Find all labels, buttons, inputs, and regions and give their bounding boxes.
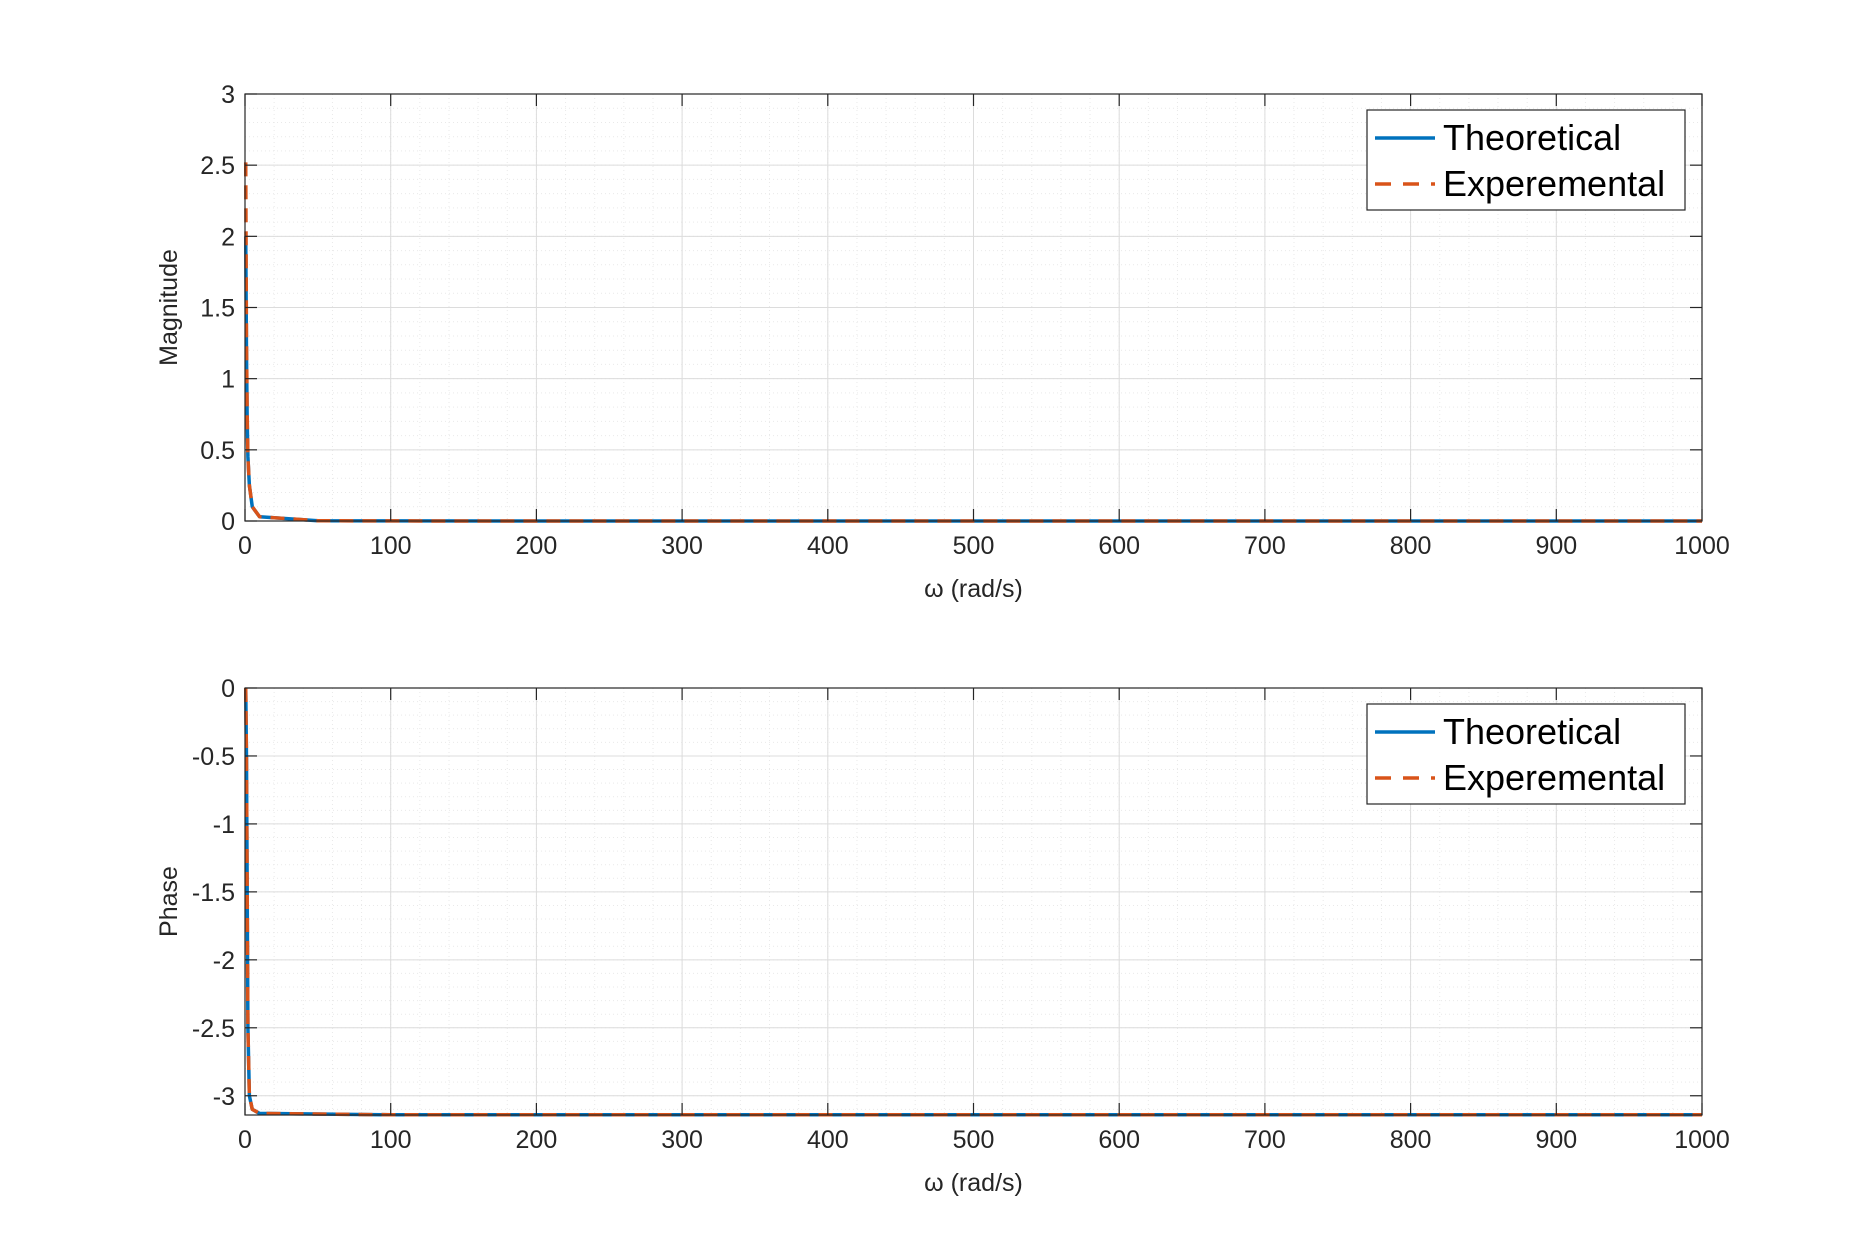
x-tick-label: 1000 xyxy=(1674,532,1730,560)
legend-label-theoretical: Theoretical xyxy=(1443,711,1621,752)
x-tick-label: 500 xyxy=(953,532,995,560)
y-tick-label: 1.5 xyxy=(200,295,235,323)
legend-label-experemental: Experemental xyxy=(1443,163,1665,204)
x-tick-label: 300 xyxy=(661,532,703,560)
x-tick-label: 700 xyxy=(1244,532,1286,560)
x-tick-label: 200 xyxy=(516,1126,558,1154)
legend-label-theoretical: Theoretical xyxy=(1443,117,1621,158)
ticks: 0 100 200 300 400 500 600 700 800 900 1000 0 0.5 1 1.5… xyxy=(200,81,1730,560)
x-tick-label: 700 xyxy=(1244,1126,1286,1154)
legend-box xyxy=(1366,703,1686,805)
x-tick-label: 400 xyxy=(807,532,849,560)
chart-2: 0 100 200 300 400 500 600 700 800 900 1000 0 -0.5 -1 -… xyxy=(155,675,1730,1197)
y-tick-label: -2 xyxy=(213,947,235,975)
y-tick-label: 0 xyxy=(221,675,235,703)
chart-1: 0 100 200 300 400 500 600 700 800 900 1000 0 0.5 1 1.5… xyxy=(155,81,1730,603)
x-tick-label: 900 xyxy=(1535,532,1577,560)
y-tick-label: 2 xyxy=(221,223,235,251)
legend-box xyxy=(1366,109,1686,211)
ticks: 0 100 200 300 400 500 600 700 800 900 1000 0 -0.5 -1 -… xyxy=(192,675,1730,1154)
x-tick-label: 100 xyxy=(370,1126,412,1154)
legend: Theoretical Experemental xyxy=(1366,703,1686,805)
y-tick-label: 1 xyxy=(221,366,235,394)
x-axis-label: ω (rad/s) xyxy=(924,575,1023,603)
x-tick-label: 600 xyxy=(1098,1126,1140,1154)
y-tick-label: -0.5 xyxy=(192,743,235,771)
x-tick-label: 200 xyxy=(516,532,558,560)
y-tick-label: -1.5 xyxy=(192,879,235,907)
legend-label-experemental: Experemental xyxy=(1443,757,1665,798)
y-tick-label: 0 xyxy=(221,508,235,536)
x-tick-label: 0 xyxy=(238,532,252,560)
x-axis-label: ω (rad/s) xyxy=(924,1169,1023,1197)
x-tick-label: 900 xyxy=(1535,1126,1577,1154)
x-tick-label: 1000 xyxy=(1674,1126,1730,1154)
x-tick-label: 400 xyxy=(807,1126,849,1154)
x-tick-label: 800 xyxy=(1390,1126,1432,1154)
x-tick-label: 800 xyxy=(1390,532,1432,560)
x-tick-label: 300 xyxy=(661,1126,703,1154)
x-tick-label: 600 xyxy=(1098,532,1140,560)
y-tick-label: -1 xyxy=(213,811,235,839)
x-tick-label: 100 xyxy=(370,532,412,560)
y-axis-label: Phase xyxy=(155,866,183,937)
y-tick-label: 0.5 xyxy=(200,437,235,465)
y-axis-label: Magnitude xyxy=(155,249,183,366)
x-tick-label: 0 xyxy=(238,1126,252,1154)
y-tick-label: 2.5 xyxy=(200,152,235,180)
legend: Theoretical Experemental xyxy=(1366,109,1686,211)
x-tick-label: 500 xyxy=(953,1126,995,1154)
y-tick-label: -2.5 xyxy=(192,1015,235,1043)
y-tick-label: 3 xyxy=(221,81,235,109)
y-tick-label: -3 xyxy=(213,1083,235,1111)
